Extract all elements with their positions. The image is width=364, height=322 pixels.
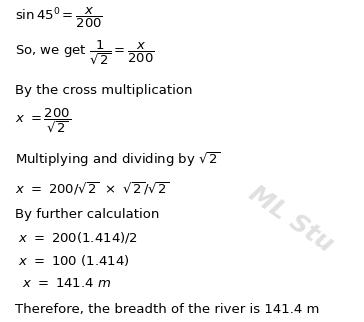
Text: Multiplying and dividing by $\sqrt{2}$: Multiplying and dividing by $\sqrt{2}$ [15, 150, 220, 169]
Text: $x \ = \ 200/\sqrt{2} \ \times \ \sqrt{2}/\sqrt{2}$: $x \ = \ 200/\sqrt{2} \ \times \ \sqrt{2… [15, 180, 169, 197]
Text: Therefore, the breadth of the river is 141.4 m: Therefore, the breadth of the river is 1… [15, 303, 319, 316]
Text: $x \ = \ 100 \ (1.414)$: $x \ = \ 100 \ (1.414)$ [18, 253, 130, 268]
Text: So, we get $\dfrac{1}{\sqrt{2}} = \dfrac{x}{200}$: So, we get $\dfrac{1}{\sqrt{2}} = \dfrac… [15, 39, 154, 67]
Text: $x \ =\dfrac{200}{\sqrt{2}}$: $x \ =\dfrac{200}{\sqrt{2}}$ [15, 107, 71, 135]
Text: $x \ = \ 200(1.414)/2$: $x \ = \ 200(1.414)/2$ [18, 230, 138, 245]
Text: By further calculation: By further calculation [15, 208, 159, 221]
Text: $\sin 45^0 = \dfrac{x}{200}$: $\sin 45^0 = \dfrac{x}{200}$ [15, 6, 103, 30]
Text: ML Stu: ML Stu [245, 181, 338, 257]
Text: $x \ = \ 141.4 \ m$: $x \ = \ 141.4 \ m$ [22, 277, 111, 290]
Text: By the cross multiplication: By the cross multiplication [15, 84, 192, 97]
